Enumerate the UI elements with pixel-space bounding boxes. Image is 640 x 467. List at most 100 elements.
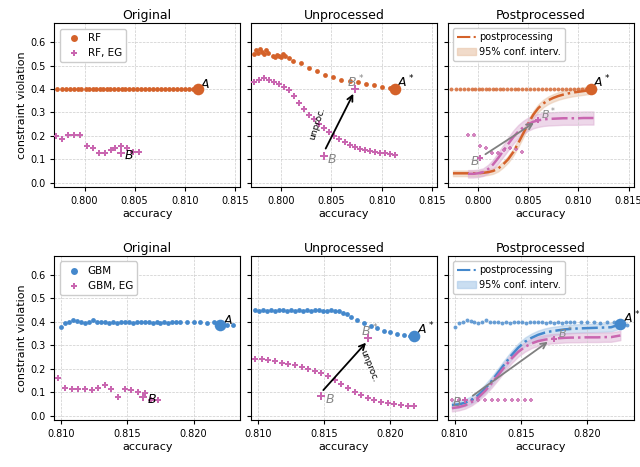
Point — [156, 85, 166, 92]
Point — [328, 73, 339, 81]
Point — [316, 392, 326, 399]
Point — [356, 391, 366, 399]
Point — [451, 85, 461, 92]
Point — [475, 142, 485, 150]
Point — [115, 142, 125, 150]
Point — [80, 319, 90, 327]
Point — [152, 318, 162, 325]
Point — [148, 85, 158, 92]
Point — [319, 124, 330, 131]
Point — [69, 85, 79, 92]
Point — [215, 322, 225, 329]
Point — [380, 149, 390, 157]
Point — [541, 85, 552, 92]
Text: $B^*$: $B^*$ — [346, 73, 364, 90]
Point — [261, 47, 271, 54]
X-axis label: accuracy: accuracy — [122, 442, 172, 452]
Point — [289, 92, 300, 100]
Point — [349, 388, 360, 396]
Y-axis label: constraint violation: constraint violation — [17, 284, 28, 392]
Point — [134, 149, 144, 156]
Point — [409, 332, 419, 340]
Point — [175, 318, 186, 326]
Point — [521, 85, 531, 92]
Point — [259, 75, 269, 82]
Point — [565, 318, 575, 325]
Point — [489, 318, 499, 326]
Point — [461, 316, 472, 323]
Point — [250, 356, 260, 363]
Point — [403, 402, 413, 409]
Point — [480, 396, 490, 403]
Point — [303, 365, 314, 373]
Point — [337, 76, 347, 83]
Point — [383, 400, 393, 407]
Text: $A^*$: $A^*$ — [397, 74, 415, 91]
Point — [68, 316, 78, 323]
Point — [360, 146, 370, 154]
Text: $B^*$: $B^*$ — [361, 323, 378, 340]
Point — [52, 85, 63, 92]
Point — [520, 396, 530, 403]
Point — [561, 85, 572, 92]
Point — [124, 318, 134, 325]
Point — [502, 85, 512, 92]
Text: $A^*$: $A^*$ — [417, 321, 435, 338]
Point — [189, 318, 199, 326]
Point — [99, 149, 109, 156]
Point — [577, 85, 588, 92]
Point — [565, 85, 575, 92]
Point — [506, 85, 516, 92]
Point — [92, 318, 102, 325]
Point — [133, 389, 143, 396]
Point — [330, 376, 340, 384]
Point — [459, 85, 469, 92]
Point — [477, 318, 488, 325]
Point — [385, 150, 395, 158]
Point — [609, 318, 619, 326]
Text: $A^*$: $A^*$ — [623, 310, 640, 326]
Point — [374, 149, 385, 156]
Point — [505, 144, 515, 152]
Point — [352, 316, 362, 324]
Point — [517, 149, 527, 156]
Point — [255, 45, 266, 53]
Point — [278, 50, 289, 58]
Point — [467, 396, 477, 403]
Point — [553, 85, 563, 92]
X-axis label: accuracy: accuracy — [122, 209, 172, 219]
Point — [72, 317, 82, 325]
Point — [188, 85, 198, 92]
Point — [409, 402, 419, 410]
Point — [138, 394, 148, 401]
Point — [276, 359, 287, 367]
Point — [215, 318, 225, 326]
Point — [379, 327, 389, 334]
Point — [336, 380, 346, 388]
Point — [106, 146, 116, 154]
Point — [88, 85, 98, 92]
Point — [264, 76, 275, 83]
Point — [221, 322, 232, 329]
Point — [360, 80, 371, 88]
Point — [69, 132, 79, 139]
Point — [64, 318, 74, 325]
Point — [487, 149, 497, 156]
Point — [67, 385, 77, 392]
Point — [355, 145, 365, 152]
Point — [279, 83, 289, 90]
Point — [467, 85, 477, 92]
Point — [533, 116, 543, 124]
Point — [294, 306, 304, 313]
Point — [505, 319, 515, 327]
Point — [469, 318, 479, 325]
Point — [296, 363, 307, 371]
Text: $B$: $B$ — [325, 393, 335, 406]
Point — [533, 318, 543, 325]
Point — [257, 48, 268, 56]
Point — [615, 320, 625, 328]
Point — [533, 85, 543, 92]
Point — [88, 316, 98, 324]
Point — [455, 85, 465, 92]
Point — [349, 85, 360, 92]
